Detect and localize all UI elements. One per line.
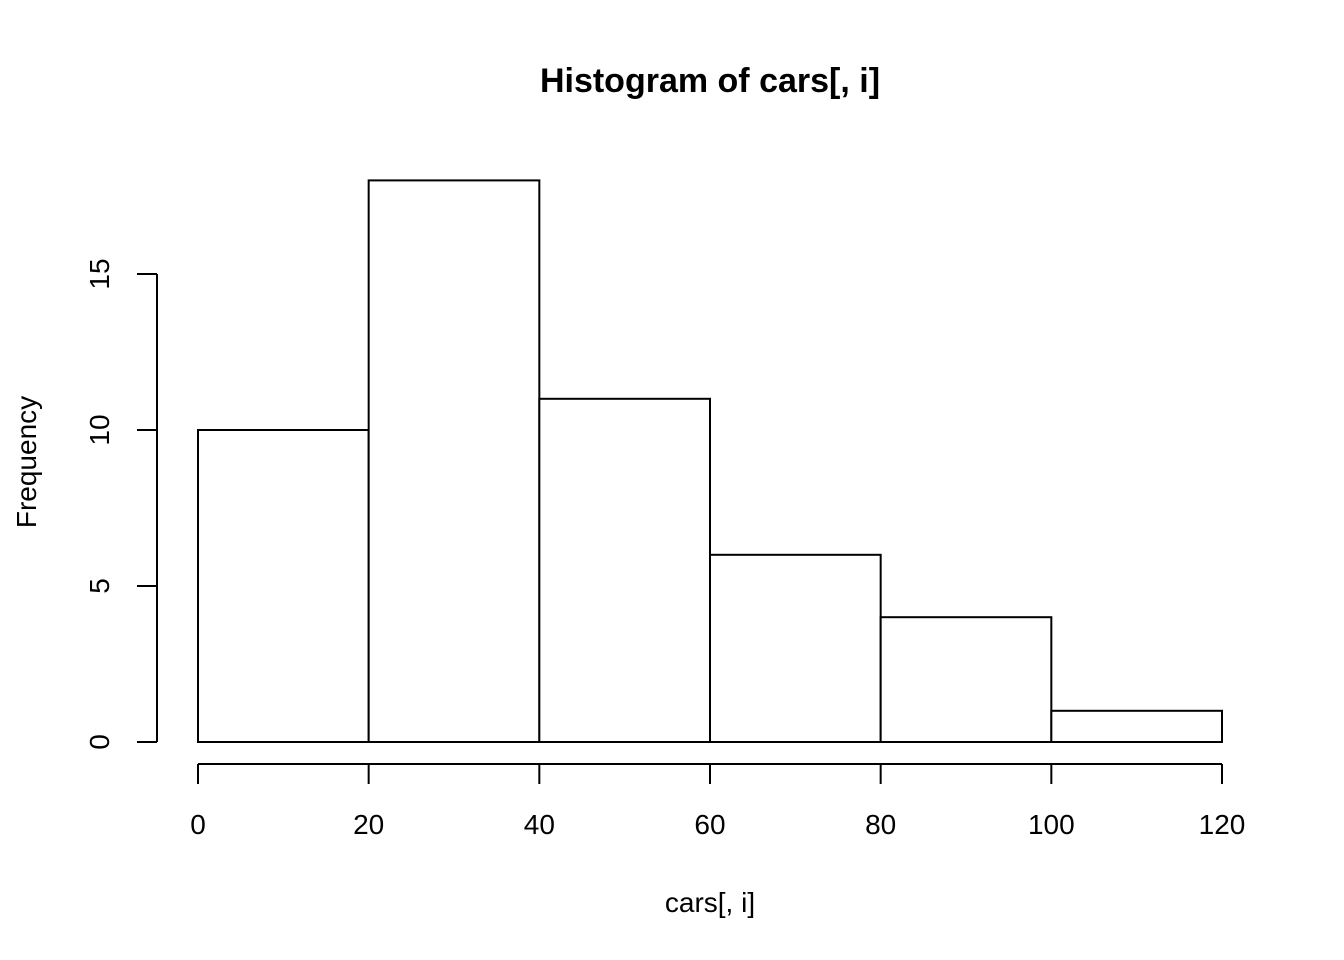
x-tick-label: 0 (190, 809, 206, 840)
y-tick-label: 0 (84, 734, 115, 750)
y-tick-label: 15 (84, 258, 115, 289)
y-axis: 0 5 10 15 (84, 258, 158, 750)
histogram-bar (709, 553, 882, 743)
x-axis: 0 20 40 60 80 100 120 (190, 763, 1246, 840)
chart-title: Histogram of cars[, i] (540, 62, 880, 100)
histogram-bar (1050, 709, 1224, 743)
x-tick-label: 80 (865, 809, 896, 840)
x-tick-label: 40 (524, 809, 555, 840)
histogram-bars (197, 179, 1224, 744)
x-axis-label: cars[, i] (665, 887, 755, 918)
histogram-bar (879, 616, 1053, 744)
x-tick-label: 100 (1028, 809, 1075, 840)
histogram-bar (538, 397, 711, 743)
y-tick-label: 5 (84, 578, 115, 594)
x-tick-label: 20 (353, 809, 384, 840)
y-axis-label: Frequency (11, 396, 42, 528)
histogram-bar (197, 429, 370, 743)
histogram-bar (367, 179, 541, 743)
x-tick-label: 60 (694, 809, 725, 840)
y-tick-label: 10 (84, 414, 115, 445)
x-tick-label: 120 (1199, 809, 1246, 840)
